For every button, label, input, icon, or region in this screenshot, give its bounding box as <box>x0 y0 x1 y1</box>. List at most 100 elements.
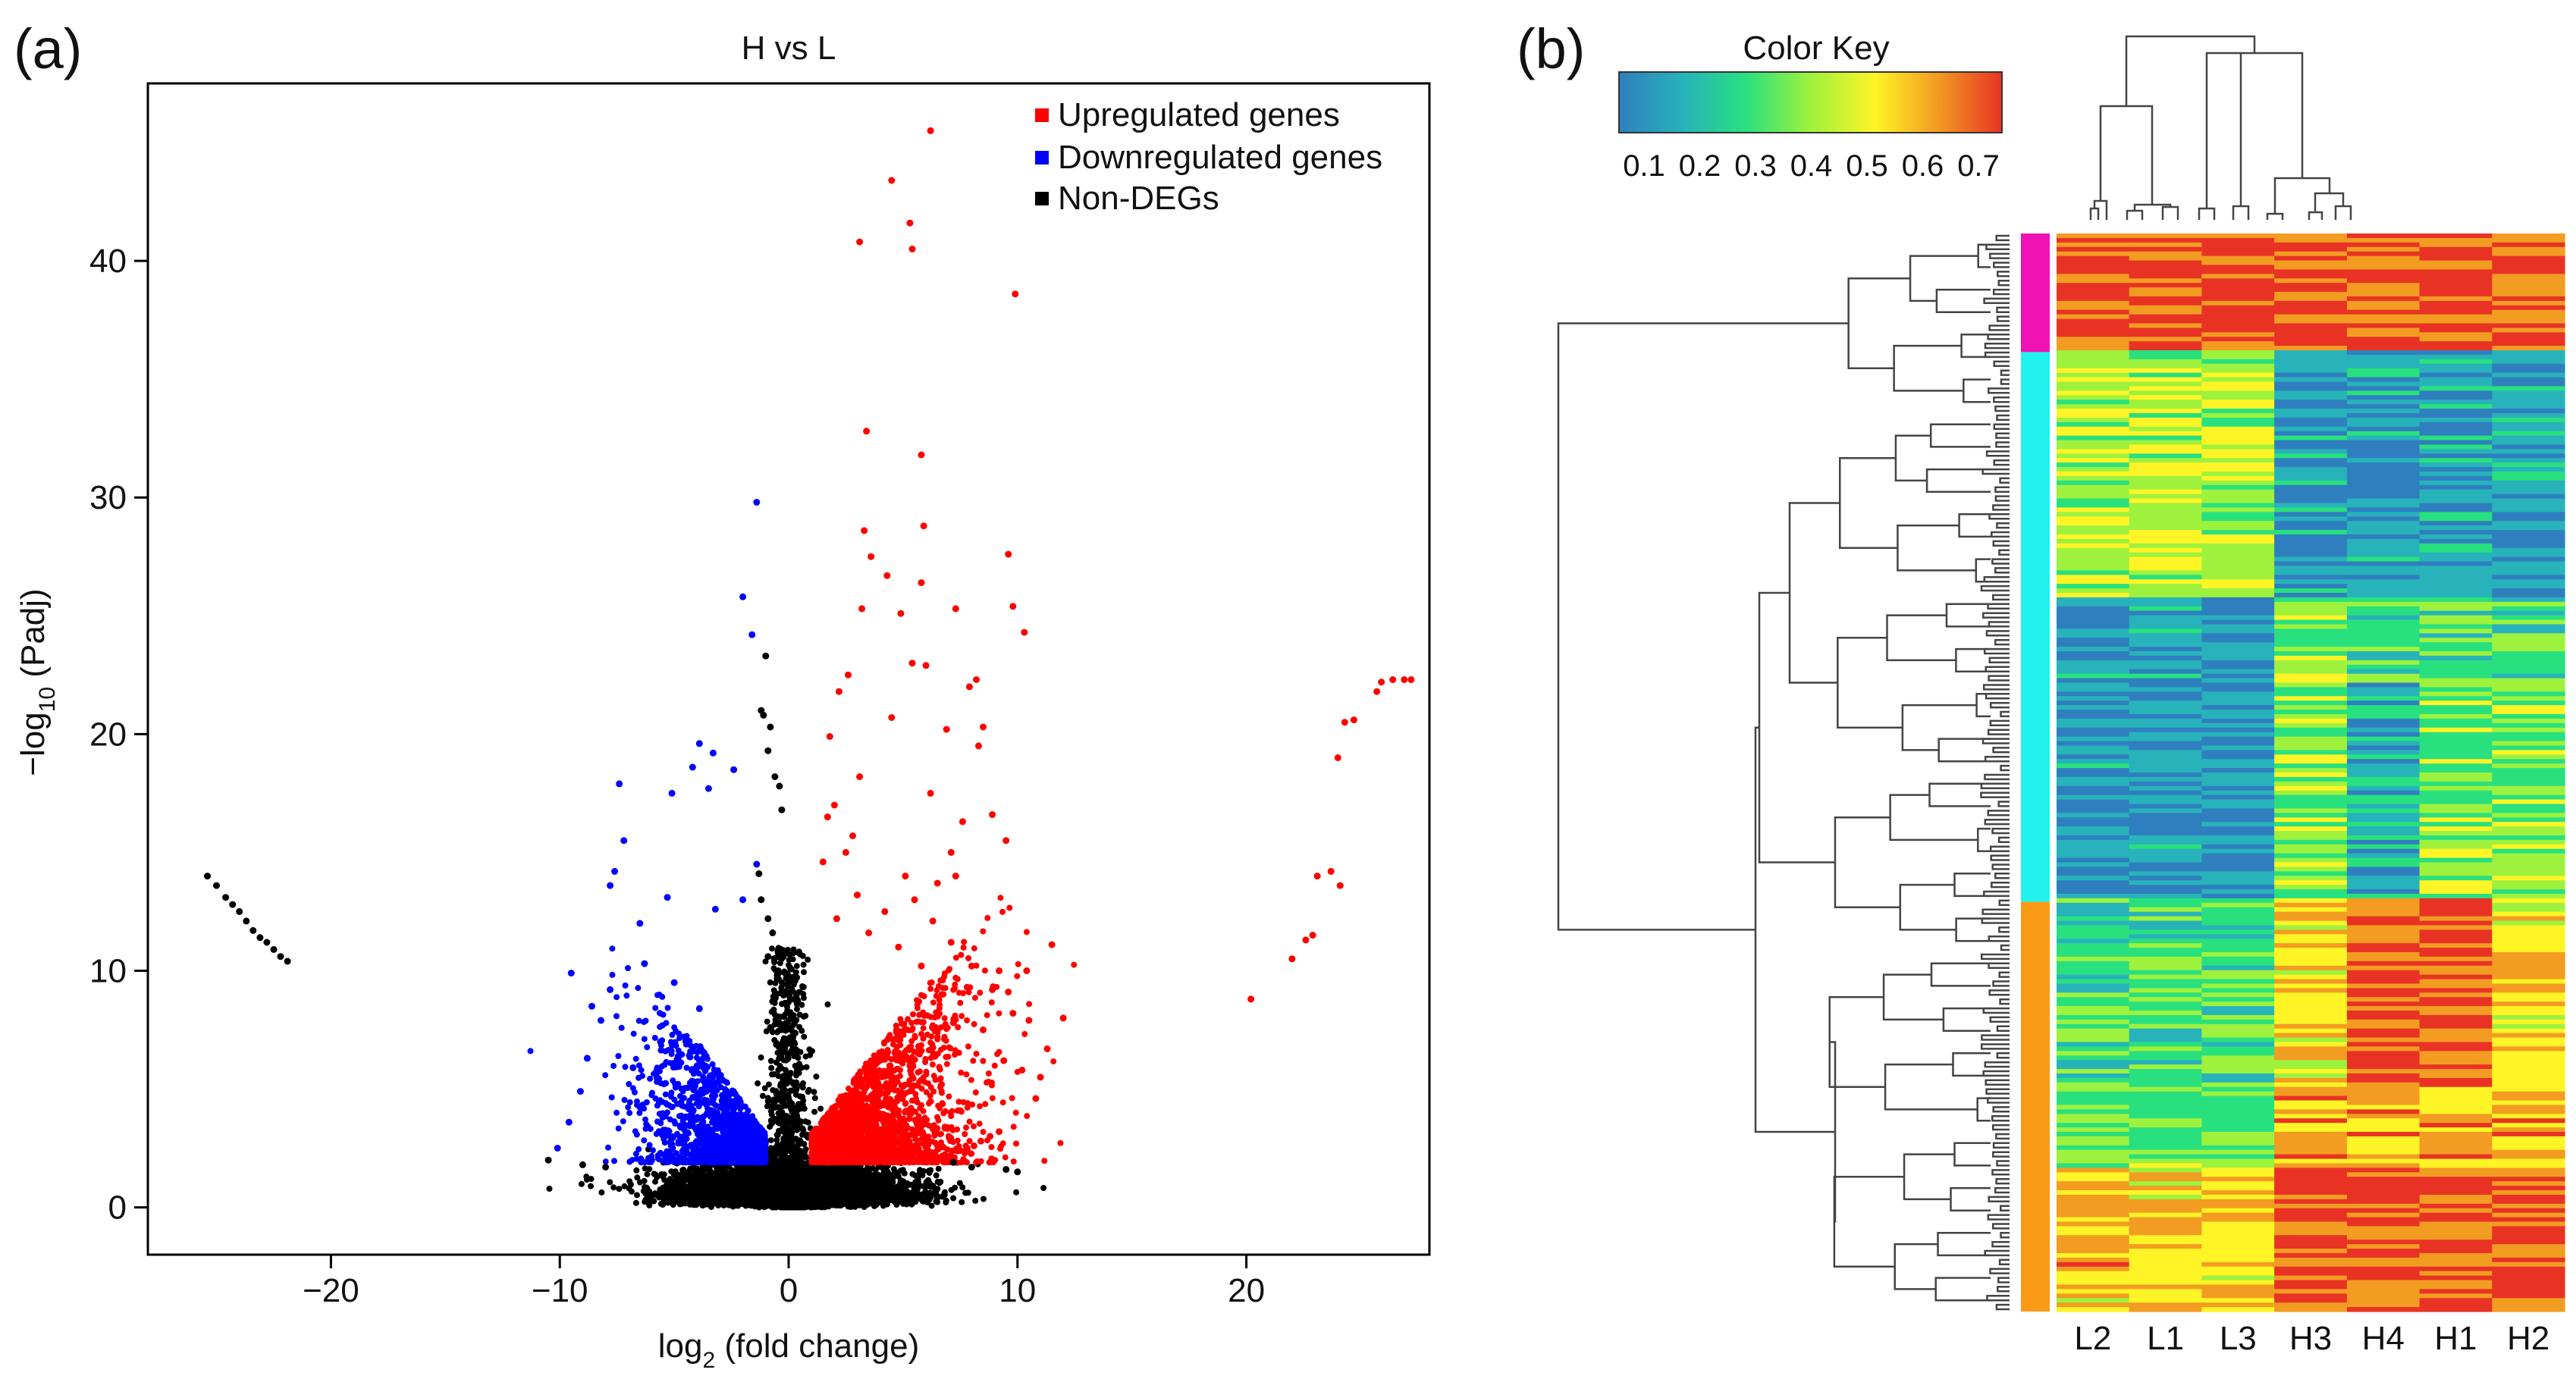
cloud-point-non-deg <box>926 1170 933 1177</box>
cloud-point-non-deg <box>919 1197 926 1204</box>
cloud-point-non-deg <box>744 1183 751 1189</box>
cloud-point-non-deg <box>800 961 807 968</box>
cloud-point-non-deg <box>836 1188 842 1195</box>
cloud-point-non-deg <box>904 1195 911 1202</box>
cloud-point-non-deg <box>732 1202 739 1209</box>
cloud-point-non-deg <box>848 1167 855 1174</box>
cloud-point-non-deg <box>853 1187 860 1194</box>
cloud-point-non-deg <box>852 1194 859 1201</box>
cloud-point-non-deg <box>767 979 773 986</box>
cloud-point-non-deg <box>779 1001 785 1008</box>
cloud-point-non-deg <box>688 1201 695 1208</box>
cloud-point-non-deg <box>789 1167 795 1174</box>
cloud-point-non-deg <box>632 1199 639 1206</box>
cloud-point-non-deg <box>669 1180 676 1186</box>
cloud-point-non-deg <box>813 1073 820 1080</box>
cloud-point-non-deg <box>890 1179 896 1186</box>
cloud-point-non-deg <box>802 1118 809 1125</box>
cloud-point-non-deg <box>880 1168 887 1174</box>
cloud-point-non-deg <box>872 1171 879 1177</box>
cloud-point-non-deg <box>733 1185 740 1192</box>
cloud-point-non-deg <box>787 1147 793 1154</box>
cloud-point-non-deg <box>795 1155 802 1161</box>
cloud-point-non-deg <box>807 1051 814 1058</box>
cloud-point-non-deg <box>758 1054 764 1061</box>
cloud-point-non-deg <box>721 1167 728 1174</box>
cloud-point-non-deg <box>858 1167 865 1174</box>
cloud-point-non-deg <box>1013 1189 1020 1196</box>
cloud-point-non-deg <box>709 1171 716 1177</box>
cloud-point-non-deg <box>899 1186 905 1193</box>
cloud-point-non-deg <box>932 1186 939 1193</box>
cloud-point-non-deg <box>895 1199 902 1205</box>
cloud-point-non-deg <box>909 1171 916 1177</box>
cloud-point-non-deg <box>824 1196 831 1203</box>
cloud-point-non-deg <box>789 956 796 963</box>
cloud-point-non-deg <box>801 1033 808 1040</box>
cloud-point-non-deg <box>752 1168 759 1175</box>
cloud-point-non-deg <box>778 1023 784 1030</box>
cloud-point-non-deg <box>811 1095 818 1102</box>
cloud-point-non-deg <box>915 1180 922 1186</box>
cloud-point-non-deg <box>897 1167 904 1174</box>
cloud-point-non-deg <box>610 1184 617 1191</box>
cloud-point-non-deg <box>634 1174 641 1181</box>
cloud-point-non-deg <box>760 1180 767 1187</box>
cloud-point-non-deg <box>867 1191 874 1198</box>
cloud-point-non-deg <box>897 1180 904 1186</box>
cloud-point-non-deg <box>546 1186 553 1192</box>
cloud-point-non-deg <box>757 1201 764 1208</box>
cloud-point-non-deg <box>805 1194 811 1201</box>
cloud-point-non-deg <box>863 1199 870 1205</box>
cloud-point-non-deg <box>775 954 782 961</box>
cloud-point-non-deg <box>703 1191 710 1198</box>
cloud-point-non-deg <box>736 1175 742 1182</box>
cloud-point-non-deg <box>704 1199 711 1205</box>
cloud-point-non-deg <box>833 1177 840 1183</box>
cloud-point-non-deg <box>713 1183 720 1189</box>
cloud-point-non-deg <box>811 1089 817 1095</box>
cloud-point-non-deg <box>652 1178 658 1185</box>
cloud-point-non-deg <box>943 1197 949 1204</box>
cloud-point-non-deg <box>807 1188 813 1195</box>
cloud-point-non-deg <box>801 969 807 976</box>
cloud-point-non-deg <box>800 1013 807 1020</box>
cloud-point-non-deg <box>933 1172 940 1179</box>
cloud-point-non-deg <box>950 1195 957 1202</box>
cloud-point-non-deg <box>865 1185 872 1192</box>
cloud-point-non-deg <box>733 1196 740 1202</box>
cloud-point-non-deg <box>700 1175 707 1182</box>
cloud-point-non-deg <box>854 1178 860 1185</box>
cloud-point-non-deg <box>959 1184 966 1191</box>
cloud-point-non-deg <box>656 1189 663 1196</box>
cloud-point-non-deg <box>755 1174 761 1181</box>
cloud-point-non-deg <box>795 1102 802 1109</box>
cloud-point-non-deg <box>1040 1185 1047 1191</box>
cloud-point-non-deg <box>661 1177 668 1183</box>
cloud-point-non-deg <box>908 1200 915 1207</box>
cloud-point-non-deg <box>939 1193 946 1200</box>
volcano-title: H vs L <box>742 30 836 67</box>
cloud-point-non-deg <box>777 990 783 996</box>
cloud-point-non-deg <box>659 1202 666 1208</box>
cloud-point-non-deg <box>933 1198 940 1205</box>
cloud-point-non-deg <box>726 1190 733 1196</box>
cloud-point-non-deg <box>793 963 800 970</box>
cloud-point-non-deg <box>933 1192 940 1199</box>
cloud-point-non-deg <box>682 1171 689 1177</box>
cloud-point-non-deg <box>784 1004 791 1011</box>
cloud-point-non-deg <box>588 1176 595 1183</box>
cloud-point-non-deg <box>761 1164 768 1171</box>
cloud-point-non-deg <box>922 1189 929 1196</box>
cloud-point-non-deg <box>779 1179 786 1186</box>
cloud-point-non-deg <box>651 1171 657 1177</box>
cloud-point-non-deg <box>858 1198 864 1204</box>
cloud-point-non-deg <box>693 1196 700 1203</box>
cloud-point-non-deg <box>682 1195 689 1202</box>
cloud-point-non-deg <box>923 1179 930 1185</box>
cloud-point-non-deg <box>759 1193 766 1199</box>
cloud-point-non-deg <box>825 1190 832 1197</box>
cloud-point-non-deg <box>767 1137 774 1144</box>
